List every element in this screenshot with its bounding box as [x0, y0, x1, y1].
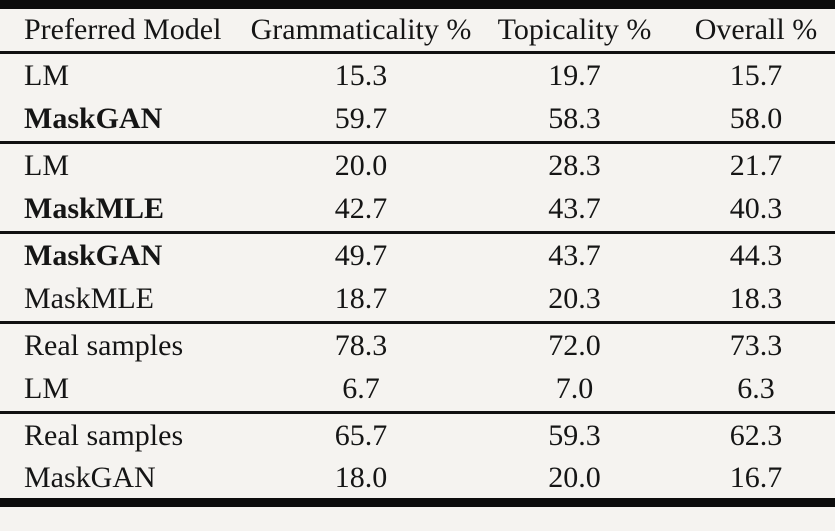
table-row: MaskGAN 59.7 58.3 58.0 — [0, 98, 835, 143]
row-label: LM — [24, 148, 69, 182]
cell-overall: 40.3 — [729, 192, 783, 226]
cell-grammaticality: 6.7 — [342, 372, 380, 406]
table-row: MaskMLE 18.7 20.3 18.3 — [0, 278, 835, 323]
cell-overall: 44.3 — [729, 238, 783, 272]
table-header: Preferred Model Grammaticality % Topical… — [0, 4, 835, 54]
table-group-3: MaskGAN 49.7 43.7 44.3 MaskMLE 18.7 20.3… — [0, 233, 835, 323]
row-label: MaskMLE — [24, 282, 154, 316]
header-row: Preferred Model Grammaticality % Topical… — [0, 4, 835, 54]
column-header-grammaticality: Grammaticality % — [250, 4, 472, 54]
table-row: MaskMLE 42.7 43.7 40.3 — [0, 188, 835, 233]
table-row: LM 15.3 19.7 15.7 — [0, 53, 835, 98]
table-group-1: LM 15.3 19.7 15.7 MaskGAN 59.7 58.3 58.0 — [0, 53, 835, 143]
cell-overall: 21.7 — [729, 148, 783, 182]
cell-grammaticality: 65.7 — [334, 418, 388, 452]
cell-topicality: 19.7 — [548, 58, 601, 92]
cell-grammaticality: 78.3 — [334, 328, 388, 362]
cell-topicality: 20.3 — [548, 282, 601, 316]
cell-topicality: 20.0 — [548, 460, 601, 494]
cell-topicality: 43.7 — [548, 238, 601, 272]
cell-grammaticality: 18.0 — [334, 460, 388, 494]
table-group-2: LM 20.0 28.3 21.7 MaskMLE 42.7 43.7 40.3 — [0, 143, 835, 233]
cell-grammaticality: 15.3 — [334, 58, 388, 92]
cell-overall: 15.7 — [729, 58, 783, 92]
row-label: Real samples — [24, 418, 184, 452]
cell-grammaticality: 59.7 — [334, 102, 388, 136]
table-row: LM 20.0 28.3 21.7 — [0, 143, 835, 188]
table-row: MaskGAN 18.0 20.0 16.7 — [0, 458, 835, 503]
row-label: MaskMLE — [24, 192, 165, 226]
row-label: MaskGAN — [24, 460, 156, 494]
table-group-5: Real samples 65.7 59.3 62.3 MaskGAN 18.0… — [0, 413, 835, 503]
table-row: Real samples 65.7 59.3 62.3 — [0, 413, 835, 458]
cell-grammaticality: 49.7 — [334, 238, 388, 272]
cell-grammaticality: 42.7 — [334, 192, 388, 226]
table-group-4: Real samples 78.3 72.0 73.3 LM 6.7 7.0 6… — [0, 323, 835, 413]
column-header-topicality: Topicality % — [472, 4, 677, 54]
cell-grammaticality: 18.7 — [334, 282, 388, 316]
cell-topicality: 72.0 — [548, 328, 601, 362]
cell-overall: 73.3 — [729, 328, 783, 362]
cell-topicality: 28.3 — [548, 148, 601, 182]
column-header-overall: Overall % — [677, 4, 835, 54]
cell-topicality: 43.7 — [548, 192, 601, 226]
cell-overall: 6.3 — [737, 372, 775, 406]
table-row: LM 6.7 7.0 6.3 — [0, 368, 835, 413]
table-row: Real samples 78.3 72.0 73.3 — [0, 323, 835, 368]
row-label: Real samples — [24, 328, 184, 362]
column-header-preferred-model: Preferred Model — [0, 4, 250, 54]
row-label: LM — [24, 372, 69, 406]
cell-overall: 18.3 — [729, 282, 783, 316]
cell-topicality: 58.3 — [548, 102, 601, 136]
table-row: MaskGAN 49.7 43.7 44.3 — [0, 233, 835, 278]
preference-results-table: Preferred Model Grammaticality % Topical… — [0, 0, 835, 507]
row-label: MaskGAN — [24, 238, 163, 272]
row-label: LM — [24, 58, 69, 92]
cell-overall: 62.3 — [729, 418, 783, 452]
row-label: MaskGAN — [24, 102, 163, 136]
cell-overall: 58.0 — [729, 102, 783, 136]
cell-overall: 16.7 — [729, 460, 783, 494]
cell-topicality: 7.0 — [555, 372, 594, 406]
cell-topicality: 59.3 — [548, 418, 601, 452]
cell-grammaticality: 20.0 — [334, 148, 388, 182]
